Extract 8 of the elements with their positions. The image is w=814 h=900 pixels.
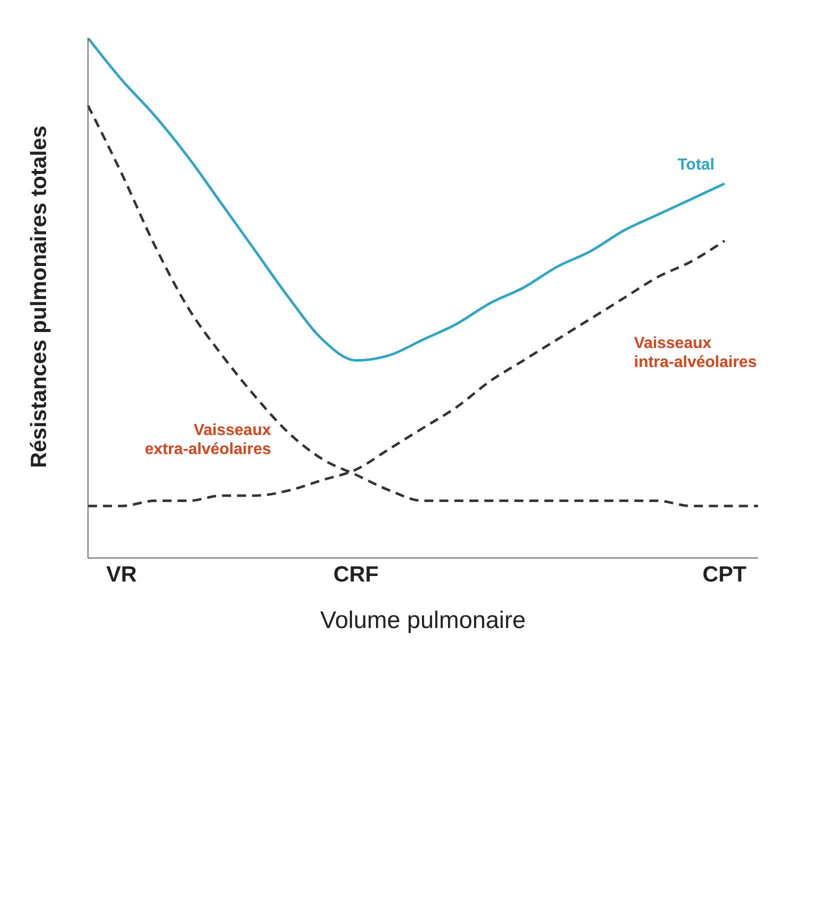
y-axis-title: Résistances pulmonaires totales [26, 126, 51, 468]
x-tick-label: CPT [702, 562, 748, 587]
series-label: Vaisseaux extra-alvéolaires [144, 422, 272, 458]
text: Vaisseaux intra-alvéolaires [634, 335, 757, 371]
x-axis-title: Volume pulmonaire [320, 607, 526, 634]
x-tick-label: CRF [333, 562, 379, 587]
series-label: Total [677, 156, 714, 174]
x-tick-label: VR [106, 562, 137, 587]
